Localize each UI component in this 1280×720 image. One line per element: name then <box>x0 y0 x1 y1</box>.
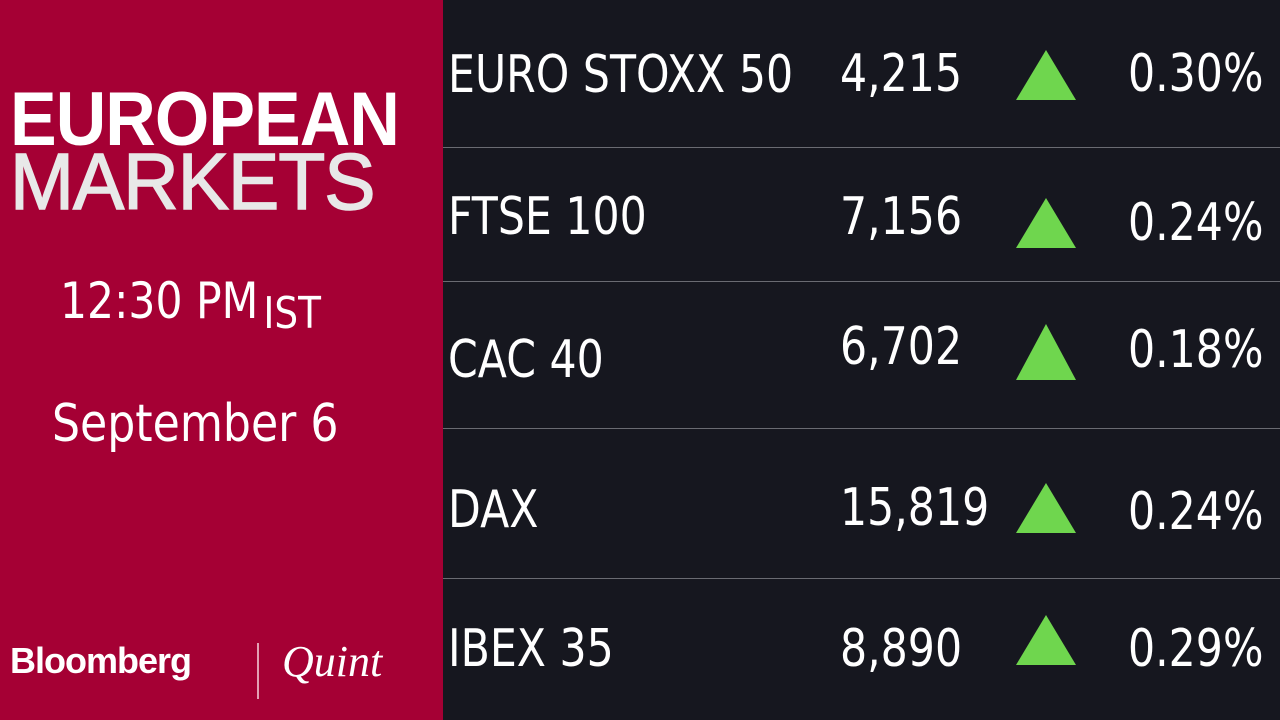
timezone: IST <box>263 288 322 339</box>
quint-logo: Quint <box>282 637 383 686</box>
table-row: EURO STOXX 50 4,215 0.30% <box>443 0 1280 148</box>
index-value: 15,819 <box>840 478 990 538</box>
logo-divider <box>257 643 259 699</box>
time-display: 12:30 PM IST <box>60 272 321 339</box>
up-arrow-icon <box>1016 198 1076 248</box>
index-value: 4,215 <box>840 44 963 104</box>
logo-markets: MARKETS <box>9 136 376 227</box>
index-change: 0.24% <box>1128 482 1264 542</box>
table-row: FTSE 100 7,156 0.24% <box>443 148 1280 282</box>
index-table: EURO STOXX 50 4,215 0.30% FTSE 100 7,156… <box>443 0 1280 720</box>
index-name: EURO STOXX 50 <box>448 45 794 105</box>
up-arrow-icon <box>1016 50 1076 100</box>
date-display: September 6 <box>52 394 339 454</box>
index-change: 0.29% <box>1128 619 1264 679</box>
index-name: FTSE 100 <box>448 187 647 247</box>
index-value: 7,156 <box>840 187 963 247</box>
table-row: IBEX 35 8,890 0.29% <box>443 579 1280 720</box>
up-arrow-icon <box>1016 324 1076 380</box>
index-name: CAC 40 <box>448 330 604 390</box>
table-row: DAX 15,819 0.24% <box>443 429 1280 579</box>
index-name: IBEX 35 <box>448 619 614 679</box>
bloomberg-logo: Bloomberg <box>10 640 192 681</box>
index-change: 0.24% <box>1128 193 1264 253</box>
index-change: 0.18% <box>1128 320 1264 380</box>
index-change: 0.30% <box>1128 44 1264 104</box>
table-row: CAC 40 6,702 0.18% <box>443 282 1280 429</box>
logo-european: EUROPEAN <box>10 77 400 162</box>
title-panel: EUROPEAN MARKETS 12:30 PM IST September 6… <box>0 0 443 720</box>
time: 12:30 PM <box>60 272 259 330</box>
up-arrow-icon <box>1016 483 1076 533</box>
index-value: 6,702 <box>840 317 963 377</box>
up-arrow-icon <box>1016 615 1076 665</box>
index-value: 8,890 <box>840 619 963 679</box>
index-name: DAX <box>448 480 539 540</box>
